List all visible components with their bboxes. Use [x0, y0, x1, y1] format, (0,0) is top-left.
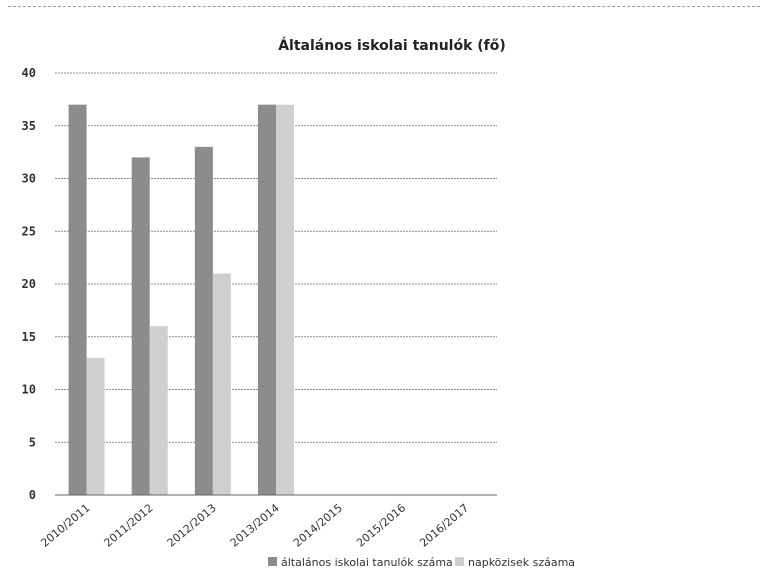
legend-swatch: [455, 557, 464, 566]
x-tick-label: 2011/2012: [102, 501, 156, 549]
x-tick-label: 2010/2011: [38, 501, 92, 549]
bar: [212, 273, 231, 495]
legend-label: általános iskolai tanulók száma: [281, 556, 453, 569]
bar: [68, 104, 87, 496]
y-tick-label: 10: [22, 383, 36, 397]
bar: [194, 146, 213, 495]
bar: [258, 104, 276, 496]
y-tick-label: 0: [29, 488, 36, 502]
bar: [149, 326, 168, 495]
chart-title: Általános iskolai tanulók (fő): [278, 37, 506, 54]
x-tick-label: 2016/2017: [417, 501, 471, 549]
y-tick-label: 25: [22, 224, 36, 238]
bar: [86, 357, 105, 495]
y-tick-label: 20: [22, 277, 36, 291]
y-tick-label: 5: [29, 435, 36, 449]
bar: [131, 157, 150, 495]
x-axis-ticks: 2010/2011 2011/2012 2012/2013 2013/2014 2014…: [38, 501, 471, 549]
y-tick-label: 35: [22, 119, 36, 133]
bars: [68, 104, 294, 496]
legend-swatch: [268, 557, 277, 566]
legend-label: napközisek száama: [468, 556, 575, 569]
bar: [276, 104, 294, 496]
x-tick-label: 2013/2014: [228, 501, 282, 549]
chart-frame: [8, 6, 760, 580]
x-tick-label: 2012/2013: [165, 501, 219, 549]
x-tick-label: 2014/2015: [291, 501, 345, 549]
legend: általános iskolai tanulók száma napközise…: [268, 556, 575, 569]
y-tick-label: 30: [22, 172, 36, 186]
y-tick-label: 40: [22, 66, 36, 80]
y-axis-ticks: 0 5 10 15 20 25 30 35 40: [22, 66, 36, 502]
y-tick-label: 15: [22, 330, 36, 344]
x-tick-label: 2015/2016: [354, 501, 408, 549]
